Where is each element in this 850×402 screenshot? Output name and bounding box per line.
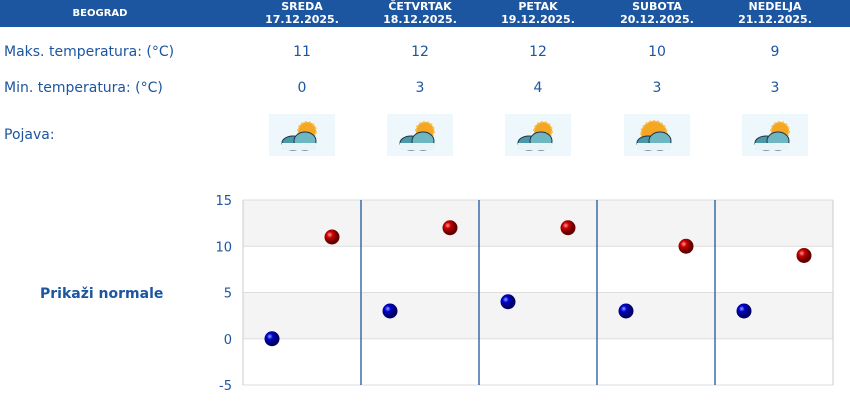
min-temp-point — [382, 303, 398, 319]
city-name: BEOGRAD — [72, 8, 128, 19]
max-temp-point — [560, 220, 576, 236]
grid-band — [243, 292, 833, 339]
day-name: SUBOTA — [632, 0, 682, 13]
min-temp-value: 3 — [652, 80, 662, 96]
day-date: 21.12.2025. — [738, 13, 812, 26]
y-tick-label: 0 — [224, 333, 232, 348]
min-temp-point — [264, 331, 280, 347]
day-header: SUBOTA 20.12.2025. — [598, 0, 716, 26]
y-tick-label: 15 — [215, 194, 232, 209]
max-temp-value: 12 — [529, 44, 547, 60]
day-date: 17.12.2025. — [265, 13, 339, 26]
max-temp-label: Maks. temperatura: (°C) — [4, 44, 175, 60]
day-name: SREDA — [281, 0, 323, 13]
grid-band — [243, 200, 833, 247]
max-temp-value: 11 — [293, 44, 311, 60]
min-temp-label: Min. temperatura: (°C) — [4, 80, 163, 96]
min-temp-point — [500, 294, 516, 310]
min-temp-value: 4 — [533, 80, 543, 96]
min-temp-point — [736, 303, 752, 319]
day-header: ČETVRTAK 18.12.2025. — [361, 0, 479, 26]
max-temp-value: 10 — [648, 44, 666, 60]
show-normals-link[interactable]: Prikaži normale — [40, 286, 164, 302]
forecast-header: BEOGRAD SREDA 17.12.2025. ČETVRTAK 18.12.20… — [0, 0, 850, 27]
max-temp-value: 12 — [411, 44, 429, 60]
day-date: 19.12.2025. — [501, 13, 575, 26]
day-name: ČETVRTAK — [388, 0, 452, 13]
max-temp-point — [442, 220, 458, 236]
day-name: PETAK — [518, 0, 558, 13]
day-header: PETAK 19.12.2025. — [479, 0, 597, 26]
max-temp-point — [678, 238, 694, 254]
min-temp-value: 0 — [297, 80, 307, 96]
max-temp-point — [796, 248, 812, 263]
day-date: 20.12.2025. — [620, 13, 694, 26]
phenomenon-label: Pojava: — [4, 127, 55, 143]
max-temp-point — [324, 229, 340, 245]
y-tick-label: 5 — [224, 287, 232, 302]
sun-cloud-icon — [269, 114, 335, 156]
day-header: SREDA 17.12.2025. — [243, 0, 361, 26]
sun-cloud-icon — [505, 114, 571, 156]
sunny-cloud-icon — [624, 114, 690, 156]
min-temp-point — [618, 303, 634, 319]
min-temp-value: 3 — [770, 80, 780, 96]
min-temp-value: 3 — [415, 80, 425, 96]
max-temp-value: 9 — [770, 44, 780, 60]
sun-cloud-icon — [742, 114, 808, 156]
cloud-sun-icon — [387, 114, 453, 156]
day-name: NEDELJA — [748, 0, 802, 13]
y-tick-label: 10 — [215, 240, 232, 255]
day-header: NEDELJA 21.12.2025. — [716, 0, 834, 26]
y-tick-label: -5 — [219, 379, 232, 394]
day-date: 18.12.2025. — [383, 13, 457, 26]
